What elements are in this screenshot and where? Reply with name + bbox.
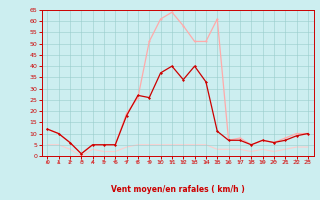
X-axis label: Vent moyen/en rafales ( km/h ): Vent moyen/en rafales ( km/h ) — [111, 185, 244, 194]
